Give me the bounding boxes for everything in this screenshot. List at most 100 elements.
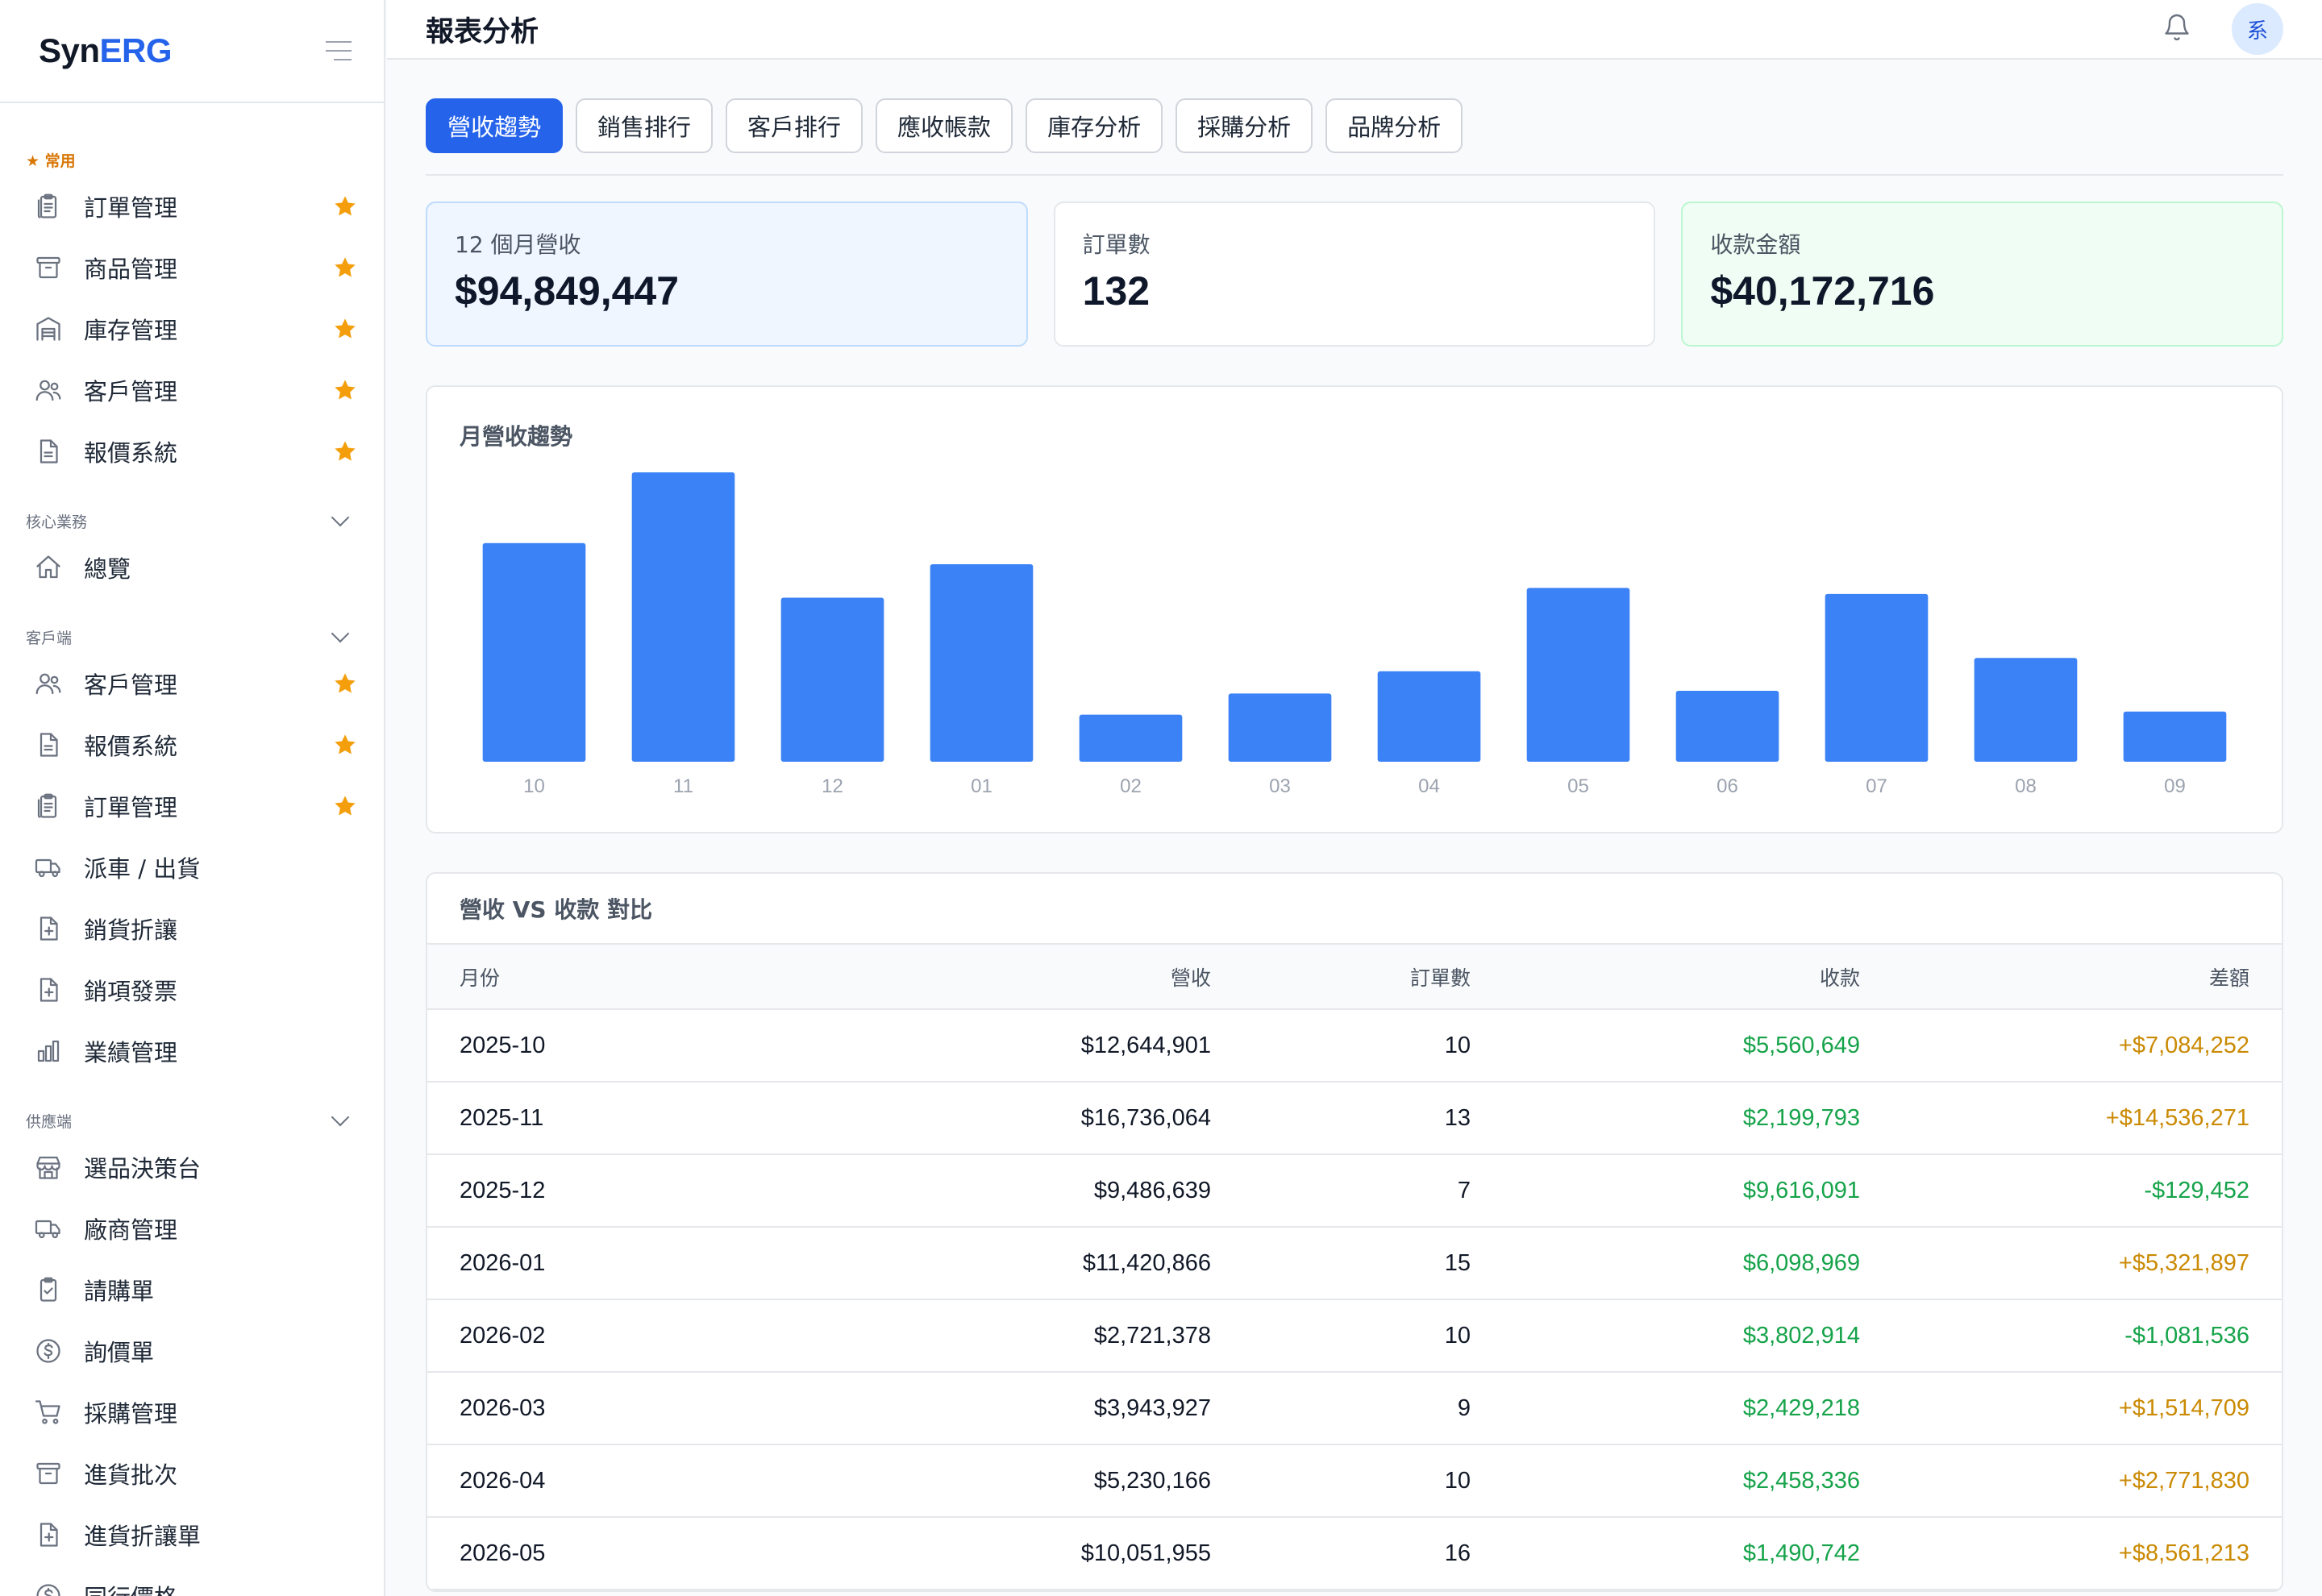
chart-bar[interactable] [1825,593,1929,762]
sidebar-item[interactable]: 派車 / 出貨 [0,837,384,898]
truck-icon [32,851,64,883]
menu-toggle-icon[interactable] [326,41,352,60]
col-revenue: 營收 [984,945,1243,1010]
sidebar-item-label: 商品管理 [84,256,178,283]
section-label-text: 核心業務 [26,513,88,531]
chart-bar[interactable] [2123,711,2227,762]
sidebar-item[interactable]: 詢價單 [0,1320,384,1382]
sidebar-item[interactable]: 訂單管理 [0,775,384,837]
chevron-down-icon[interactable] [331,624,350,643]
tab-5[interactable]: 庫存分析 [1026,98,1163,153]
x-tick-label: 08 [2015,775,2037,797]
cell-month: 2026-01 [427,1227,984,1300]
cell-month: 2025-10 [427,1009,984,1083]
star-icon[interactable] [332,316,358,342]
chart-bar[interactable] [1228,693,1332,762]
chart-bar[interactable] [482,542,586,762]
col-payment: 收款 [1503,945,1892,1010]
star-icon[interactable] [332,193,358,219]
col-orders: 訂單數 [1243,945,1503,1010]
sidebar-item[interactable]: 選品決策台 [0,1137,384,1198]
sidebar-item[interactable]: 總覽 [0,537,384,598]
sidebar-item[interactable]: 報價系統 [0,714,384,775]
sidebar-item[interactable]: 同行價格 [0,1565,384,1596]
cell-month: 2026-05 [427,1517,984,1590]
sidebar-item[interactable]: 採購管理 [0,1382,384,1443]
sidebar-item[interactable]: 客戶管理 [0,360,384,421]
bar-chart-icon [32,1035,64,1067]
avatar[interactable]: 系 [2232,3,2283,55]
cell-revenue: $3,943,927 [984,1372,1243,1445]
sidebar-item-label: 進貨折讓單 [84,1523,202,1550]
table-row: 2025-10 $12,644,901 10 $5,560,649 +$7,084,25… [427,1009,2282,1083]
truck-icon [32,1212,64,1245]
sidebar-item-label: 選品決策台 [84,1155,202,1182]
sidebar-item-label: 進貨批次 [84,1461,178,1489]
sidebar-item-label: 業績管理 [84,1039,178,1066]
stat-value: $94,849,447 [455,268,680,314]
table-header-row: 月份 營收 訂單數 收款 差額 [427,945,2282,1010]
table-row: 2026-04 $5,230,166 10 $2,458,336 +$2,771,830 [427,1444,2282,1518]
sidebar-item[interactable]: 客戶管理 [0,653,384,714]
stat-label: 收款金額 [1710,231,1801,258]
sidebar-item[interactable]: 商品管理 [0,237,384,298]
warehouse-icon [32,313,64,345]
sidebar-item[interactable]: 廠商管理 [0,1198,384,1259]
cell-month: 2026-02 [427,1299,984,1373]
chart-bar[interactable] [1079,714,1183,762]
star-icon[interactable] [332,438,358,464]
sidebar-item[interactable]: 庫存管理 [0,298,384,360]
logo[interactable]: SynERG [39,31,173,70]
bell-icon[interactable] [2162,13,2191,45]
star-icon[interactable] [332,377,358,403]
tab-7[interactable]: 品牌分析 [1325,98,1463,153]
chart-bar[interactable] [930,564,1034,762]
revenue-chart-card: 10 11 12 01 02 03 04 05 06 07 08 09 月營收趨勢 [426,385,2283,833]
tab-1[interactable]: 營收趨勢 [426,98,564,153]
chevron-down-icon[interactable] [331,1108,350,1127]
sidebar-item[interactable]: 訂單管理 [0,176,384,237]
sidebar-item[interactable]: 銷貨折讓 [0,898,384,959]
section-label[interactable]: 核心業務 [0,506,384,535]
cell-revenue: $10,051,955 [984,1517,1243,1590]
cell-difference: +$7,084,252 [1892,1009,2282,1083]
sidebar-item-label: 銷項發票 [84,978,178,1005]
section-label-text: 客戶端 [26,629,73,647]
chart-bar[interactable] [1675,691,1779,762]
sidebar-item[interactable]: 銷項發票 [0,959,384,1020]
star-icon[interactable] [332,671,358,696]
tab-3[interactable]: 客戶排行 [726,98,863,153]
cell-payment: $9,616,091 [1503,1154,1892,1228]
star-icon[interactable] [332,255,358,281]
col-difference: 差額 [1892,945,2282,1010]
sidebar-item[interactable]: 報價系統 [0,421,384,482]
chart-bar[interactable] [1974,658,2078,762]
tab-2[interactable]: 銷售排行 [576,98,714,153]
store-icon [32,1151,64,1183]
cell-orders: 15 [1243,1227,1503,1300]
chevron-down-icon[interactable] [331,508,350,527]
sidebar-item[interactable]: 進貨折讓單 [0,1504,384,1565]
chart-bar[interactable] [780,597,884,762]
sidebar-item[interactable]: 請購單 [0,1259,384,1320]
chart-bar[interactable] [1526,588,1630,762]
tab-6[interactable]: 採購分析 [1176,98,1313,153]
chart-bar[interactable] [631,472,735,762]
sidebar: SynERG ★ 常用 訂單管理 商品管理 庫存管理 客戶管理 報價系統 核心業務 總覽 客戶端… [0,0,385,1596]
cell-difference: +$5,321,897 [1892,1227,2282,1300]
dollar-circle-icon [32,1335,64,1367]
section-label[interactable]: 供應端 [0,1106,384,1135]
cell-difference: -$129,452 [1892,1154,2282,1228]
star-icon[interactable] [332,793,358,819]
topbar: 報表分析 系 [387,0,2322,60]
sidebar-item[interactable]: 業績管理 [0,1020,384,1082]
star-icon[interactable] [332,732,358,758]
clipboard-check-icon [32,1274,64,1306]
chart-bar[interactable] [1377,671,1481,762]
section-label[interactable]: 客戶端 [0,622,384,651]
x-tick-label: 04 [1418,775,1440,797]
tab-4[interactable]: 應收帳款 [876,98,1013,153]
table-row: 2026-05 $10,051,955 16 $1,490,742 +$8,561,21… [427,1517,2282,1590]
sidebar-item[interactable]: 進貨批次 [0,1443,384,1504]
cell-orders: 13 [1243,1082,1503,1155]
